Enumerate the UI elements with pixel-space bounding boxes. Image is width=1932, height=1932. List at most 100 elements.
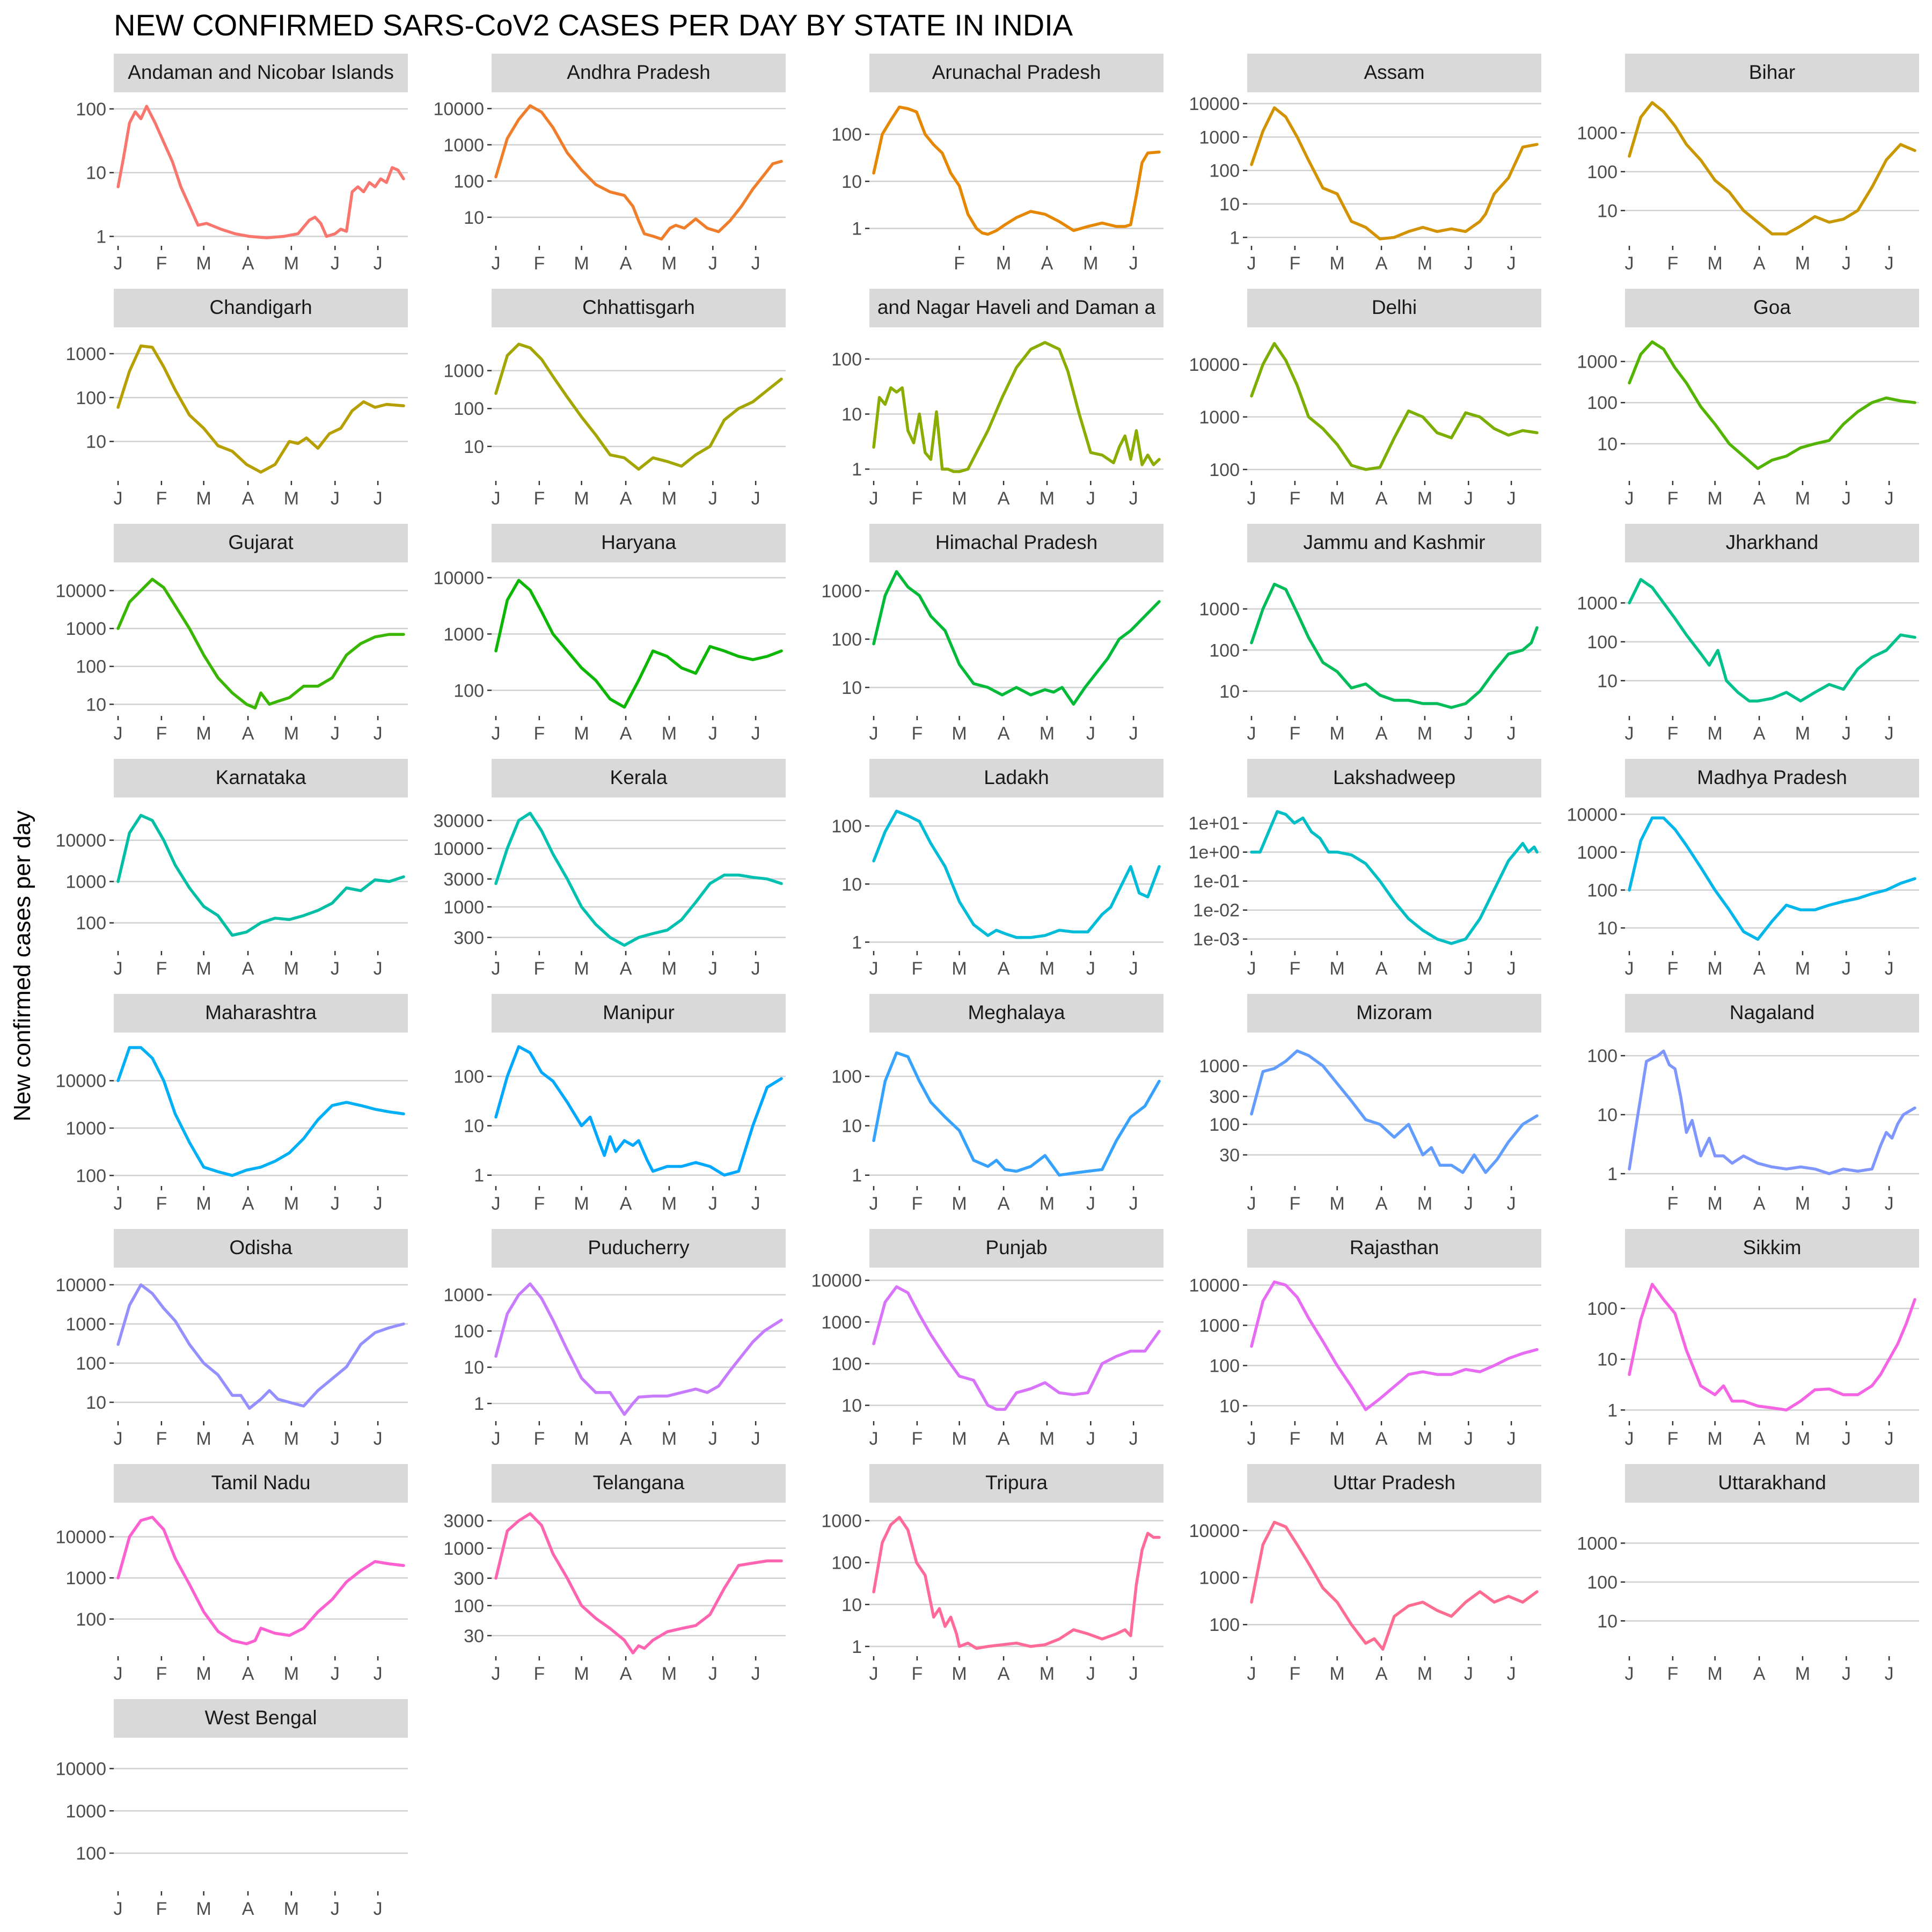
facet-strip (1247, 524, 1541, 562)
x-tick-label: M (952, 723, 967, 744)
y-tick-label: 10 (841, 1116, 862, 1137)
x-tick-label: F (1667, 253, 1678, 274)
facet-strip (114, 289, 408, 327)
x-tick-label: J (1507, 1194, 1516, 1214)
y-tick-label: 100 (831, 630, 862, 650)
facet-strip (492, 289, 786, 327)
x-tick-label: J (331, 488, 340, 509)
y-tick-label: 10 (841, 172, 862, 192)
y-tick-label: 100 (831, 349, 862, 370)
facet-strip (1247, 1464, 1541, 1503)
x-tick-label: J (374, 958, 383, 979)
series-line (118, 1756, 404, 1883)
x-tick-label: J (708, 1664, 718, 1684)
facet-strip (114, 1229, 408, 1268)
y-tick-label: 30 (1219, 1145, 1240, 1166)
y-tick-label: 10 (1597, 918, 1618, 939)
facet-title: Andhra Pradesh (567, 61, 710, 83)
facet-panel: Kerala 300 1000 3000 10000 30000 J F M A M J J (433, 759, 786, 979)
x-tick-label: J (1885, 723, 1894, 744)
x-tick-label: M (196, 1194, 211, 1214)
x-tick-label: J (1842, 253, 1851, 274)
facet-title: Rajasthan (1350, 1236, 1439, 1258)
x-tick-label: M (196, 488, 211, 509)
series-line (1250, 106, 1539, 240)
x-tick-label: J (1507, 253, 1516, 274)
y-tick-label: 100 (453, 399, 484, 419)
x-tick-label: M (196, 723, 211, 744)
x-tick-label: J (1842, 958, 1851, 979)
x-tick-label: J (751, 1429, 760, 1449)
x-tick-label: F (533, 488, 545, 509)
y-tick-label: 100 (831, 1067, 862, 1087)
x-tick-label: M (196, 1899, 211, 1919)
facet-strip (114, 759, 408, 797)
x-tick-label: M (1795, 1664, 1810, 1684)
series-line (1250, 582, 1539, 709)
x-tick-label: M (196, 253, 211, 274)
y-tick-label: 10 (1597, 1611, 1618, 1631)
facet-strip (1625, 994, 1919, 1033)
x-tick-label: F (911, 1429, 923, 1449)
facet-strip (1625, 524, 1919, 562)
y-tick-label: 10 (464, 1358, 484, 1378)
y-tick-label: 1 (1607, 1164, 1618, 1184)
x-tick-label: A (242, 488, 254, 509)
x-tick-label: J (1885, 1664, 1894, 1684)
x-tick-label: A (242, 1899, 254, 1919)
x-tick-label: F (1289, 1664, 1300, 1684)
series-line (116, 105, 405, 239)
facet-title: Goa (1753, 296, 1791, 318)
x-tick-label: F (911, 723, 923, 744)
x-tick-label: J (869, 1194, 879, 1214)
facet-title: Uttarakhand (1718, 1472, 1826, 1494)
facet-title: Andaman and Nicobar Islands (128, 61, 394, 83)
y-tick-label: 10000 (433, 568, 484, 588)
x-tick-label: J (374, 488, 383, 509)
facet-panel: Himachal Pradesh 10 100 1000 J F M A M J J (821, 524, 1163, 744)
x-tick-label: M (284, 958, 299, 979)
y-tick-label: 300 (1209, 1087, 1240, 1107)
facet-title: Karnataka (216, 766, 306, 788)
facet-title: Nagaland (1730, 1001, 1814, 1023)
x-tick-label: M (1795, 723, 1810, 744)
y-tick-label: 1 (852, 219, 862, 239)
facet-panel: Lakshadweep 1e-03 1e-02 1e-01 1e+00 1e+01 J F M A… (1189, 759, 1541, 979)
x-tick-label: M (1795, 958, 1810, 979)
x-tick-label: F (1289, 1194, 1300, 1214)
y-tick-label: 1e+00 (1189, 843, 1240, 863)
facet-panel: Madhya Pradesh 10 100 1000 10000 J F M A M J J (1567, 759, 1919, 979)
x-tick-label: F (1667, 1429, 1678, 1449)
y-tick-label: 1e-03 (1193, 930, 1240, 950)
x-tick-label: A (620, 488, 632, 509)
y-tick-label: 1 (96, 226, 106, 247)
y-tick-label: 100 (1587, 632, 1618, 653)
facet-title: Meghalaya (968, 1001, 1065, 1023)
x-tick-label: M (284, 1664, 299, 1684)
y-tick-label: 100 (453, 680, 484, 701)
x-tick-label: M (284, 1429, 299, 1449)
x-tick-label: J (1885, 253, 1894, 274)
y-tick-label: 1000 (443, 624, 484, 645)
x-tick-label: J (331, 1899, 340, 1919)
x-tick-label: J (1464, 1664, 1473, 1684)
y-tick-label: 10 (464, 208, 484, 228)
x-tick-label: J (114, 1194, 123, 1214)
x-tick-label: F (1667, 723, 1678, 744)
facet-title: and Nagar Haveli and Daman a (877, 296, 1156, 318)
y-tick-label: 10 (841, 874, 862, 895)
facet-panel: Ladakh 1 10 100 J F M A M J J (831, 759, 1163, 979)
x-tick-label: F (533, 958, 545, 979)
y-tick-label: 1000 (821, 581, 862, 602)
x-tick-label: A (1753, 958, 1766, 979)
x-tick-label: M (1329, 958, 1344, 979)
y-tick-label: 10 (1219, 194, 1240, 215)
x-tick-label: J (1842, 488, 1851, 509)
y-tick-label: 100 (1587, 393, 1618, 413)
x-tick-label: M (662, 723, 677, 744)
y-tick-label: 10 (841, 678, 862, 698)
x-tick-label: J (1464, 1194, 1473, 1214)
series-line (494, 1282, 783, 1416)
x-tick-label: A (1375, 723, 1388, 744)
x-tick-label: J (1464, 958, 1473, 979)
